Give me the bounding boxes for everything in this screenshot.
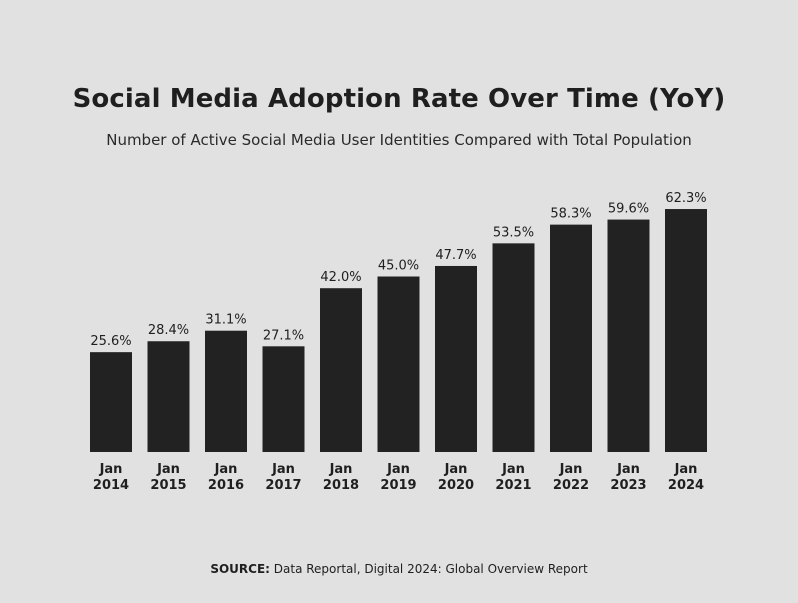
- category-label-month: Jan: [99, 462, 123, 477]
- category-label-year: 2014: [93, 478, 129, 493]
- bar: [205, 330, 247, 452]
- bar: [377, 276, 420, 452]
- data-label: 27.1%: [263, 328, 304, 343]
- source-text: Data Reportal, Digital 2024: Global Over…: [269, 562, 588, 576]
- bar: [435, 265, 477, 452]
- category-label-month: Jan: [214, 462, 238, 477]
- data-label: 45.0%: [378, 259, 419, 274]
- data-label: 25.6%: [90, 334, 131, 349]
- data-label: 62.3%: [665, 191, 706, 206]
- chart-title: Social Media Adoption Rate Over Time (Yo…: [72, 84, 726, 114]
- category-label-year: 2021: [495, 478, 531, 493]
- category-label-year: 2018: [323, 478, 359, 493]
- source-label: SOURCE:: [210, 562, 270, 576]
- bar: [320, 288, 362, 452]
- category-label-year: 2023: [610, 478, 646, 493]
- data-label: 42.0%: [320, 270, 361, 285]
- data-label: 58.3%: [550, 207, 591, 222]
- bar: [607, 219, 650, 452]
- category-label-year: 2024: [668, 478, 704, 493]
- bar: [665, 209, 707, 452]
- category-label-month: Jan: [501, 462, 525, 477]
- bar: [492, 243, 535, 452]
- category-label-month: Jan: [616, 462, 640, 477]
- bar: [147, 341, 190, 452]
- category-label-year: 2019: [380, 478, 416, 493]
- bar: [550, 224, 592, 452]
- category-label-month: Jan: [329, 462, 353, 477]
- category-label-month: Jan: [386, 462, 410, 477]
- category-label-year: 2020: [438, 478, 474, 493]
- category-label-month: Jan: [674, 462, 698, 477]
- category-label-month: Jan: [444, 462, 468, 477]
- data-label: 28.4%: [148, 323, 189, 338]
- category-label-year: 2016: [208, 478, 244, 493]
- data-label: 59.6%: [608, 202, 649, 217]
- category-label-year: 2015: [150, 478, 186, 493]
- category-label-year: 2022: [553, 478, 589, 493]
- chart-subtitle: Number of Active Social Media User Ident…: [106, 131, 692, 149]
- data-label: 53.5%: [493, 225, 534, 240]
- category-label-month: Jan: [156, 462, 180, 477]
- category-label-month: Jan: [559, 462, 583, 477]
- category-label-month: Jan: [271, 462, 295, 477]
- data-label: 47.7%: [435, 248, 476, 263]
- category-label-year: 2017: [265, 478, 301, 493]
- source-note: SOURCE: Data Reportal, Digital 2024: Glo…: [0, 562, 798, 576]
- bar: [90, 352, 132, 452]
- bar: [262, 346, 305, 452]
- data-label: 31.1%: [205, 313, 246, 328]
